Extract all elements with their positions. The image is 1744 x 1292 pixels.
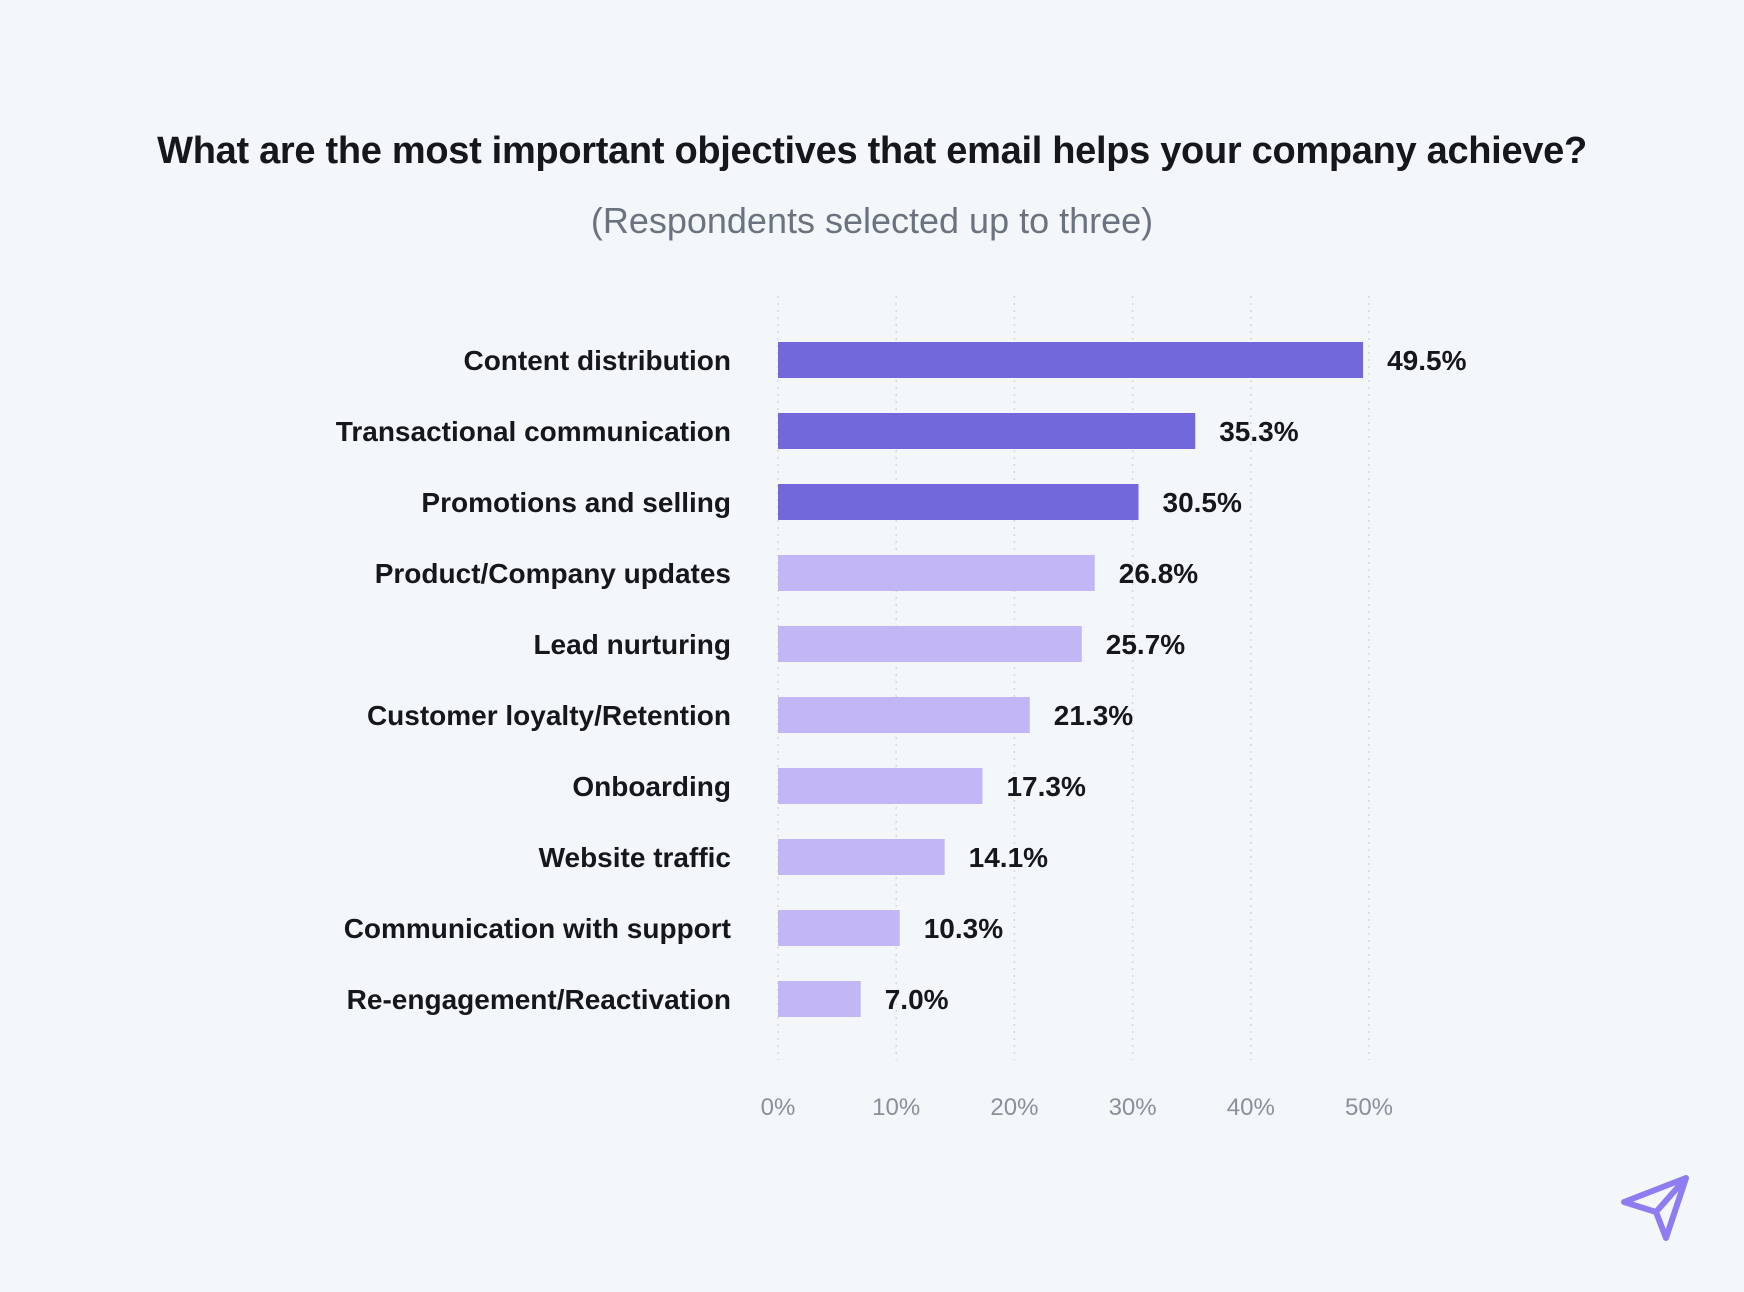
value-label: 7.0% xyxy=(885,984,949,1015)
x-tick-label: 0% xyxy=(761,1094,796,1121)
category-label: Customer loyalty/Retention xyxy=(367,700,731,731)
bar xyxy=(778,910,900,946)
chart-subtitle: (Respondents selected up to three) xyxy=(590,200,1154,241)
value-label: 26.8% xyxy=(1119,558,1198,589)
category-label: Transactional communication xyxy=(336,416,731,447)
value-label: 25.7% xyxy=(1106,629,1185,660)
category-label: Website traffic xyxy=(539,842,731,873)
x-tick-label: 10% xyxy=(872,1094,920,1121)
chart-title: What are the most important objectives t… xyxy=(157,130,1587,172)
category-label: Onboarding xyxy=(572,771,731,802)
x-tick-label: 30% xyxy=(1109,1094,1157,1121)
bar xyxy=(778,555,1095,591)
category-label: Re-engagement/Reactivation xyxy=(347,984,731,1015)
value-label: 30.5% xyxy=(1163,487,1242,518)
paper-plane-icon xyxy=(1621,1175,1689,1241)
x-tick-label: 40% xyxy=(1227,1094,1275,1121)
value-label: 35.3% xyxy=(1219,416,1298,447)
value-label: 17.3% xyxy=(1006,771,1085,802)
category-label: Content distribution xyxy=(463,345,731,376)
value-label: 10.3% xyxy=(924,913,1003,944)
x-tick-label: 50% xyxy=(1345,1094,1393,1121)
bar xyxy=(778,484,1139,520)
category-label: Product/Company updates xyxy=(375,558,731,589)
x-tick-label: 20% xyxy=(990,1094,1038,1121)
category-label: Communication with support xyxy=(344,913,731,944)
bar xyxy=(778,981,861,1017)
value-label: 14.1% xyxy=(969,842,1048,873)
bar xyxy=(778,342,1364,378)
category-label: Lead nurturing xyxy=(533,629,731,660)
value-label: 49.5% xyxy=(1387,345,1466,376)
bar xyxy=(778,413,1196,449)
value-label: 21.3% xyxy=(1054,700,1133,731)
bar xyxy=(778,839,945,875)
bar xyxy=(778,768,983,804)
category-label: Promotions and selling xyxy=(421,487,731,518)
bar xyxy=(778,697,1030,733)
bar xyxy=(778,626,1082,662)
